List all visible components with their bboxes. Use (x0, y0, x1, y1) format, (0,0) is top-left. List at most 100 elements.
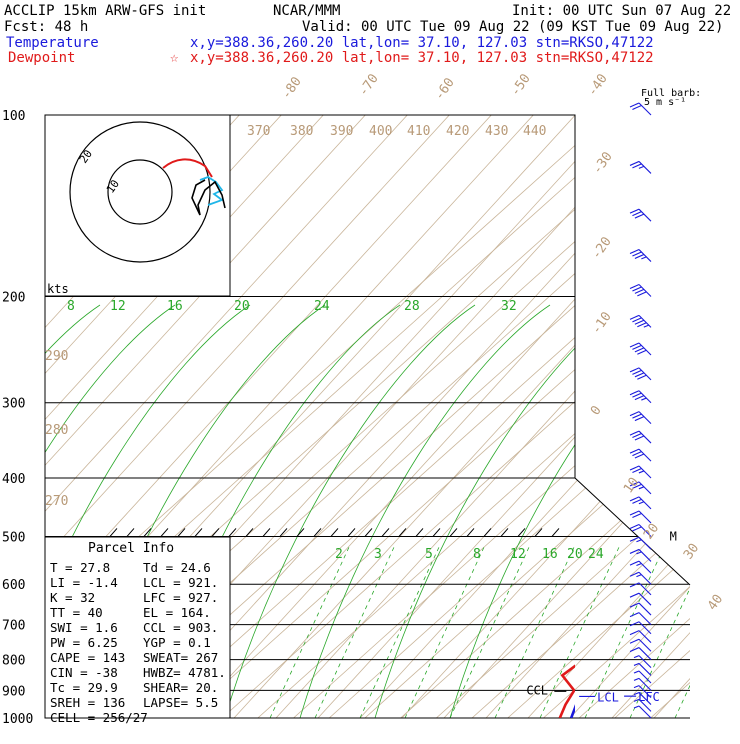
wind-barb (630, 285, 651, 297)
wind-barb (630, 549, 651, 561)
pressure-tick-label: 400 (2, 472, 25, 487)
pressure-tick-label: 800 (2, 654, 25, 669)
pressure-tick-label: 300 (2, 397, 25, 412)
barb-header-line2: 5 m s⁻¹ (644, 97, 686, 108)
parcel-info-right: LCL = 921. (143, 575, 218, 590)
temperature-tick-label: -70 (356, 71, 382, 99)
mixing-ratio-label: 24 (588, 547, 604, 562)
dry-adiabat-line (612, 18, 740, 718)
parcel-info-left: SREH = 136 (50, 695, 125, 710)
parcel-info-left: K = 32 (50, 590, 95, 605)
moist-adiabat-line (225, 305, 475, 718)
isotherm-line (258, 115, 740, 718)
freezing-hatch (399, 528, 406, 536)
temperature-tick-label: 20 (641, 521, 662, 542)
dry-adiabat-line (360, 18, 740, 718)
mixing-ratio-line (450, 545, 530, 718)
dry-adiabat-line (444, 18, 740, 718)
theta-label: 280 (45, 423, 68, 438)
pressure-tick-label: 900 (2, 684, 25, 699)
mixing-ratio-line (360, 545, 440, 718)
theta-label: 290 (45, 349, 68, 364)
theta-label: 440 (523, 124, 546, 139)
isotherm-line (186, 115, 740, 718)
header-title: ACCLIP 15km ARW-GFS init (4, 3, 206, 19)
freezing-hatch (110, 528, 117, 536)
wind-barb (630, 572, 651, 584)
hodograph-units: kts (47, 282, 69, 296)
legend-dewpoint-marker: ☆ (170, 50, 179, 66)
parcel-info-left: CELL = 256/27 (50, 710, 148, 725)
mixing-ratio-label: 20 (567, 547, 583, 562)
temperature-tick-label: -30 (590, 149, 616, 177)
freezing-hatch (331, 528, 338, 536)
legend-dewpoint-info: x,y=388.36,260.20 lat,lon= 37.10, 127.03… (190, 50, 654, 66)
parcel-info-left: CIN = -38 (50, 665, 118, 680)
parcel-info-left: LI = -1.4 (50, 575, 118, 590)
moist-adiabat-label: 20 (234, 299, 250, 314)
wind-barb (630, 250, 651, 262)
moist-adiabat-label: 28 (404, 299, 420, 314)
parcel-info-right: Td = 24.6 (143, 560, 211, 575)
freezing-hatch (416, 528, 423, 536)
wind-barb (630, 343, 651, 355)
wind-barb (630, 497, 651, 509)
theta-label: 380 (290, 124, 313, 139)
ccl-marker-label: CCL (526, 683, 548, 697)
header-init: Init: 00 UTC Sun 07 Aug 22 (512, 3, 731, 19)
dry-adiabat-line (276, 18, 740, 718)
wind-barb (630, 431, 651, 443)
pressure-tick-label: 700 (2, 619, 25, 634)
freezing-hatch (433, 528, 440, 536)
theta-label: 420 (446, 124, 469, 139)
pressure-tick-label: 500 (2, 530, 25, 545)
wind-barb (630, 466, 651, 478)
temperature-tick-label: -50 (508, 71, 534, 99)
freezing-hatch (246, 528, 253, 536)
freezing-hatch (501, 528, 508, 536)
legend-temperature: Temperature (6, 35, 99, 51)
wind-barb (630, 511, 651, 523)
parcel-info-right: EL = 164. (143, 605, 211, 620)
dry-adiabat-line (696, 18, 740, 718)
wind-barb (630, 368, 651, 380)
isotherm-line (579, 115, 740, 718)
wind-barbs (630, 103, 651, 718)
parcel-info-left: CAPE = 143 (50, 650, 125, 665)
parcel-info-left: T = 27.8 (50, 560, 110, 575)
moist-adiabat-label: 16 (167, 299, 183, 314)
temperature-tick-label: -20 (589, 234, 615, 262)
parcel-info-left: SWI = 1.6 (50, 620, 118, 635)
theta-label: 430 (485, 124, 508, 139)
series-dewpoint-line (560, 115, 740, 718)
theta-label: 400 (369, 124, 392, 139)
freezing-hatch (382, 528, 389, 536)
mixing-ratio-label: 2 (335, 547, 343, 562)
parcel-info-left: TT = 40 (50, 605, 103, 620)
mixing-ratio-label: 12 (510, 547, 526, 562)
parcel-info-right: HWBZ= 4781. (143, 665, 226, 680)
wind-barb (630, 315, 651, 327)
wind-barb (630, 209, 651, 221)
pressure-tick-label: 200 (2, 291, 25, 306)
wind-barb (630, 391, 651, 403)
isotherm-line (294, 115, 740, 718)
freezing-hatch (365, 528, 372, 536)
mixing-ratio-label: 5 (425, 547, 433, 562)
isotherm-line (436, 115, 740, 718)
moist-adiabat-label: 12 (110, 299, 126, 314)
hodograph-box (45, 115, 230, 296)
parcel-info-left: PW = 6.25 (50, 635, 118, 650)
mixing-ratio-label: 3 (374, 547, 382, 562)
freezing-hatch (552, 528, 559, 536)
parcel-info-left: Tc = 29.9 (50, 680, 118, 695)
sounding-series (560, 115, 740, 718)
dry-adiabat-line (486, 18, 740, 718)
lcl-marker-label: LCL (597, 690, 619, 704)
wind-barb (630, 412, 651, 424)
moist-adiabat-label: 8 (67, 299, 75, 314)
dry-adiabat-line (570, 18, 740, 718)
